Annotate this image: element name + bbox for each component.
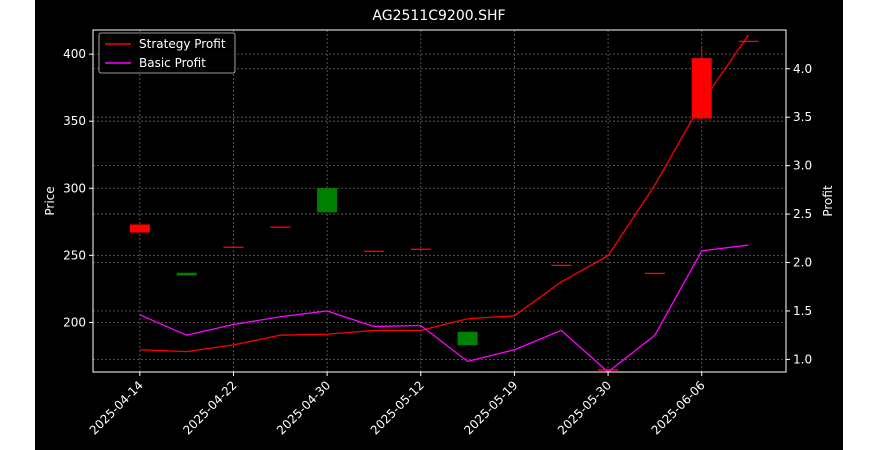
- left-axis-label: Price: [43, 186, 57, 215]
- candle-body: [457, 331, 478, 346]
- y-left-tick-label: 400: [63, 47, 86, 61]
- series-line-basic-profit: [139, 244, 749, 373]
- series-line-strategy-profit: [139, 34, 750, 353]
- y-left-tick-label: 300: [63, 181, 86, 195]
- candle-body: [738, 40, 759, 43]
- candle-body: [598, 369, 619, 371]
- grid-lines: [93, 30, 786, 372]
- candle-body: [129, 224, 150, 233]
- y-right-tick-label: 3.5: [793, 110, 812, 124]
- y-left-tick-label: 250: [63, 248, 86, 262]
- candle-body: [644, 272, 665, 275]
- candlesticks: [129, 40, 759, 371]
- right-axis-label: Profit: [821, 185, 835, 217]
- legend-label: Strategy Profit: [139, 37, 226, 51]
- candle-body: [176, 272, 197, 276]
- candle-body: [691, 58, 712, 119]
- y-right-tick-label: 1.0: [793, 352, 812, 366]
- candle-body: [223, 246, 244, 248]
- profit-lines: [139, 34, 750, 373]
- candle-body: [551, 264, 572, 267]
- legend-label: Basic Profit: [139, 56, 206, 70]
- candle-body: [410, 248, 431, 250]
- candle-body: [270, 226, 291, 228]
- plot-frame: [92, 29, 787, 373]
- legend: Strategy Profit Basic Profit: [98, 32, 236, 74]
- y-right-tick-label: 1.5: [793, 304, 812, 318]
- chart-title: AG2511C9200.SHF: [372, 8, 505, 24]
- y-right-tick-label: 2.0: [793, 256, 812, 270]
- y-right-tick-label: 4.0: [793, 62, 812, 76]
- y-right-tick-label: 2.5: [793, 207, 812, 221]
- y-left-tick-label: 350: [63, 114, 86, 128]
- y-right-tick-label: 3.0: [793, 159, 812, 173]
- plot-background: [93, 30, 786, 372]
- legend-box: [98, 32, 236, 74]
- y-left-tick-label: 200: [63, 315, 86, 329]
- candle-body: [363, 250, 384, 252]
- candle-body: [317, 188, 338, 213]
